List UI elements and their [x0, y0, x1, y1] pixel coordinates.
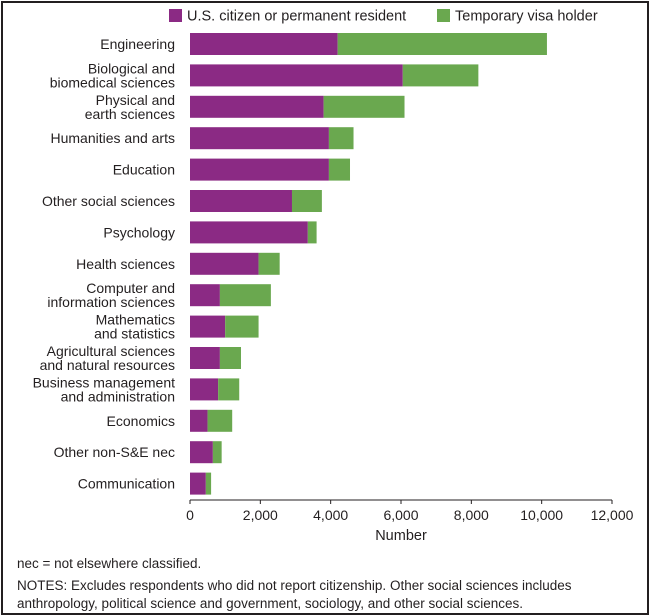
bar-12-series-1: [207, 409, 233, 432]
bar-13-series-1: [212, 441, 222, 464]
legend-swatch-1: [437, 9, 450, 22]
category-label-8: Computer and information sciences: [47, 280, 175, 310]
x-axis: 0 2,000 4,000 6,000 8,000 10,000 12,000 Number: [186, 499, 634, 544]
x-tick-label-3: 6,000: [383, 507, 418, 523]
bar-2-series-0: [190, 95, 324, 118]
category-label-5: Other social sciences: [42, 193, 175, 209]
bar-3-series-1: [328, 127, 354, 150]
category-labels: Engineering Biological and biomedical scie…: [33, 36, 176, 492]
category-label-11: Business management and administration: [33, 374, 176, 404]
legend-swatch-0: [169, 9, 182, 22]
x-tick-label-0: 0: [186, 507, 194, 523]
bar-9-series-1: [225, 315, 259, 338]
category-label-2: Physical and earth sciences: [85, 92, 175, 122]
stacked-bar-chart: U.S. citizen or permanent resident Tempor…: [33, 9, 634, 545]
x-tick-label-1: 2,000: [243, 507, 278, 523]
bar-8-series-0: [190, 284, 220, 307]
bar-14-series-0: [190, 472, 206, 495]
bar-8-series-1: [219, 284, 271, 307]
bar-7-series-1: [258, 252, 280, 275]
bar-3-series-0: [190, 127, 329, 150]
bar-6-series-1: [307, 221, 317, 244]
bar-10-series-0: [190, 347, 220, 369]
bar-0-series-0: [190, 33, 338, 55]
category-label-3: Humanities and arts: [50, 130, 175, 146]
bar-11-series-0: [190, 378, 219, 401]
bar-14-series-1: [205, 472, 212, 495]
legend-label-1: Temporary visa holder: [455, 9, 598, 25]
bar-13-series-0: [190, 441, 213, 464]
footnote-nec: nec = not elsewhere classified.: [17, 556, 202, 571]
category-label-1: Biological and biomedical sciences: [50, 60, 175, 90]
bar-1-series-1: [402, 64, 479, 87]
bar-10-series-1: [219, 347, 241, 369]
bar-5-series-1: [291, 190, 322, 212]
x-axis-title: Number: [375, 528, 427, 544]
x-tick-label-4: 8,000: [454, 507, 489, 523]
bar-6-series-0: [190, 221, 308, 244]
bar-7-series-0: [190, 252, 259, 275]
bar-12-series-0: [190, 409, 208, 432]
category-label-10: Agricultural sciences and natural resourc…: [40, 343, 175, 373]
legend: U.S. citizen or permanent resident Tempor…: [169, 9, 598, 25]
bar-11-series-1: [218, 378, 240, 401]
bar-1-series-0: [190, 64, 403, 87]
category-label-12: Economics: [107, 413, 175, 429]
category-label-14: Communication: [78, 476, 175, 492]
category-label-0: Engineering: [100, 36, 175, 52]
bar-2-series-1: [323, 95, 405, 118]
bar-9-series-0: [190, 315, 226, 338]
bar-0-series-1: [337, 33, 547, 55]
x-tick-label-5: 10,000: [520, 507, 563, 523]
bars: [190, 33, 547, 495]
legend-label-0: U.S. citizen or permanent resident: [187, 9, 406, 25]
x-tick-label-6: 12,000: [591, 507, 634, 523]
bar-5-series-0: [190, 190, 292, 212]
category-label-13: Other non-S&E nec: [54, 444, 175, 460]
category-label-9: Mathematics and statistics: [94, 312, 175, 342]
bar-4-series-1: [328, 158, 351, 181]
x-tick-label-2: 4,000: [313, 507, 348, 523]
category-label-4: Education: [113, 162, 175, 178]
bar-4-series-0: [190, 158, 329, 181]
category-label-6: Psychology: [103, 224, 175, 240]
category-label-7: Health sciences: [76, 256, 175, 272]
footnote-notes: NOTES: Excludes respondents who did not …: [17, 578, 572, 611]
